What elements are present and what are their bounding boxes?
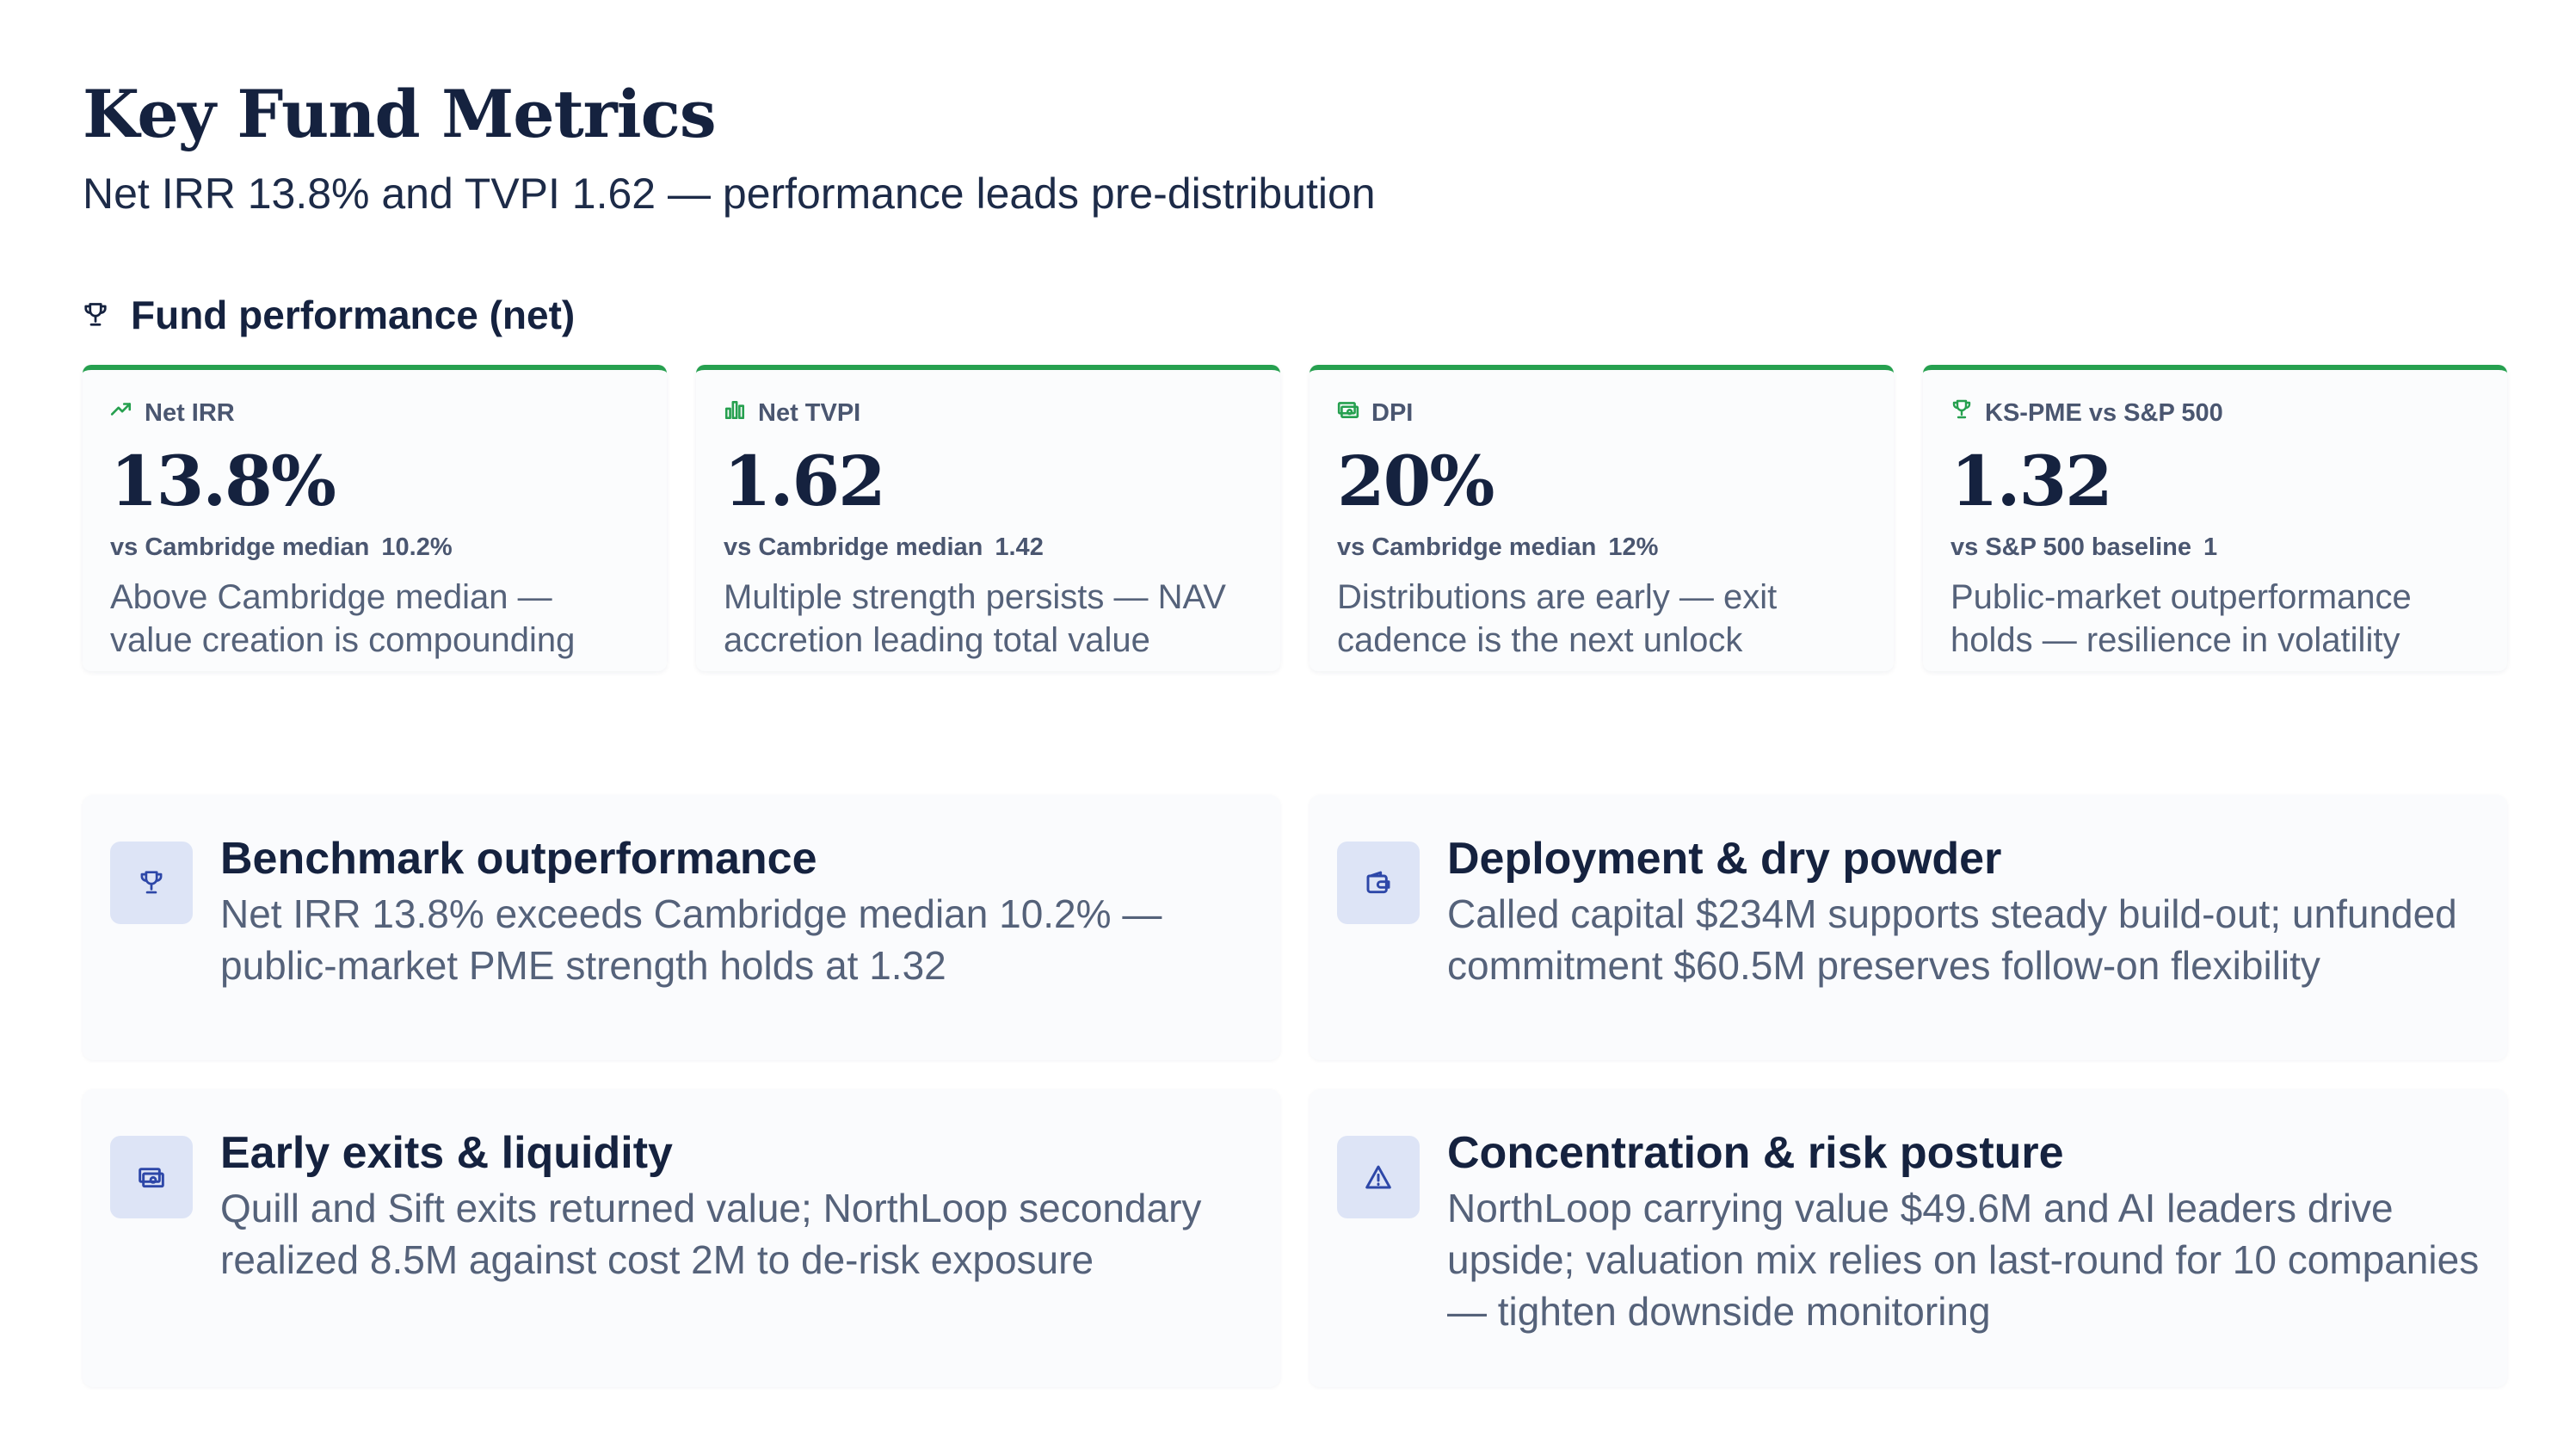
insight-grid: Benchmark outperformance Net IRR 13.8% e…	[83, 795, 2507, 1387]
insight-body: Called capital $234M supports steady bui…	[1447, 891, 2457, 988]
kpi-bench-label: vs S&P 500 baseline	[1950, 533, 2191, 561]
kpi-label: Net TVPI	[724, 396, 1253, 430]
kpi-label-text: DPI	[1371, 398, 1414, 427]
insight-card-deployment: Deployment & dry powder Called capital $…	[1310, 795, 2507, 1060]
kpi-bench-label: vs Cambridge median	[110, 533, 370, 561]
kpi-label: KS-PME vs S&P 500	[1950, 396, 2480, 430]
kpi-value: 13.8%	[110, 441, 336, 521]
insight-title: Benchmark outperformance	[220, 834, 817, 884]
trend-up-icon	[110, 398, 132, 428]
bar-chart-icon	[724, 398, 746, 428]
insight-text: Concentration & risk posture NorthLoop c…	[1447, 1127, 2480, 1387]
section-label: Fund performance (net)	[131, 293, 576, 337]
trophy-icon	[110, 842, 193, 924]
kpi-description: Distributions are early — exit cadence i…	[1337, 578, 1778, 659]
kpi-value: 1.32	[1950, 441, 2113, 521]
insight-text: Deployment & dry powder Called capital $…	[1447, 833, 2480, 1060]
insight-title: Concentration & risk posture	[1447, 1128, 2064, 1178]
insight-text: Early exits & liquidity Quill and Sift e…	[220, 1127, 1253, 1387]
cash-icon	[1337, 398, 1359, 428]
insight-body: Quill and Sift exits returned value; Nor…	[220, 1186, 1202, 1282]
insight-title: Early exits & liquidity	[220, 1128, 673, 1178]
kpi-row: Net IRR 13.8% vs Cambridge median 10.2% …	[83, 365, 2507, 671]
kpi-description: Multiple strength persists — NAV accreti…	[724, 578, 1226, 659]
kpi-bench-label: vs Cambridge median	[1337, 533, 1597, 561]
kpi-benchmark: vs Cambridge median 1.42	[724, 533, 1253, 562]
insight-body: Net IRR 13.8% exceeds Cambridge median 1…	[220, 891, 1162, 988]
insight-card-exits: Early exits & liquidity Quill and Sift e…	[83, 1089, 1280, 1387]
cash-icon	[110, 1136, 193, 1218]
kpi-label-text: KS-PME vs S&P 500	[1985, 398, 2223, 427]
kpi-description: Public-market outperformance holds — res…	[1950, 578, 2412, 659]
kpi-bench-label: vs Cambridge median	[724, 533, 983, 561]
kpi-card-net-irr: Net IRR 13.8% vs Cambridge median 10.2% …	[83, 365, 667, 671]
insight-card-benchmark: Benchmark outperformance Net IRR 13.8% e…	[83, 795, 1280, 1060]
page-title: Key Fund Metrics	[83, 76, 717, 152]
kpi-bench-value: 10.2%	[381, 533, 453, 561]
trophy-icon	[1950, 398, 1973, 428]
kpi-card-ks-pme: KS-PME vs S&P 500 1.32 vs S&P 500 baseli…	[1923, 365, 2507, 671]
kpi-value: 1.62	[724, 441, 886, 521]
page-subtitle: Net IRR 13.8% and TVPI 1.62 — performanc…	[83, 170, 1376, 218]
kpi-label: DPI	[1337, 396, 1866, 430]
kpi-card-net-tvpi: Net TVPI 1.62 vs Cambridge median 1.42 M…	[696, 365, 1280, 671]
kpi-description: Above Cambridge median — value creation …	[110, 578, 576, 659]
trophy-icon	[83, 300, 108, 330]
kpi-label-text: Net TVPI	[758, 398, 861, 427]
kpi-card-dpi: DPI 20% vs Cambridge median 12% Distribu…	[1310, 365, 1894, 671]
insight-body: NorthLoop carrying value $49.6M and AI l…	[1447, 1186, 2480, 1334]
kpi-bench-value: 1.42	[995, 533, 1044, 561]
kpi-benchmark: vs S&P 500 baseline 1	[1950, 533, 2480, 562]
kpi-bench-value: 12%	[1608, 533, 1659, 561]
kpi-benchmark: vs Cambridge median 10.2%	[110, 533, 639, 562]
section-header: Fund performance (net)	[83, 289, 575, 341]
insight-title: Deployment & dry powder	[1447, 834, 2002, 884]
kpi-benchmark: vs Cambridge median 12%	[1337, 533, 1866, 562]
insight-text: Benchmark outperformance Net IRR 13.8% e…	[220, 833, 1253, 1060]
kpi-label-text: Net IRR	[145, 398, 235, 427]
kpi-bench-value: 1	[2203, 533, 2218, 561]
insight-card-risk: Concentration & risk posture NorthLoop c…	[1310, 1089, 2507, 1387]
kpi-label: Net IRR	[110, 396, 639, 430]
kpi-value: 20%	[1337, 441, 1494, 521]
wallet-icon	[1337, 842, 1420, 924]
warning-icon	[1337, 1136, 1420, 1218]
